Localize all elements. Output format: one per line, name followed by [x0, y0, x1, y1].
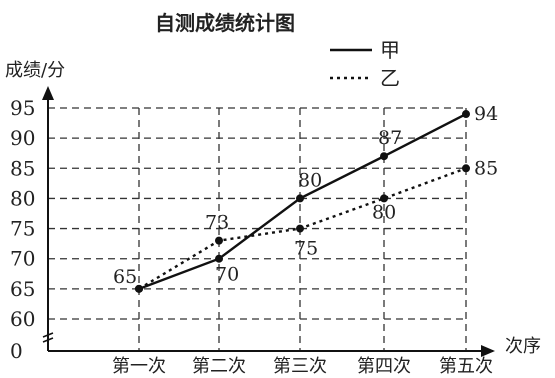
x-tick-labels: 第一次 第二次 第三次 第四次 第五次	[112, 356, 493, 377]
x-axis-arrow	[481, 345, 495, 357]
data-point	[296, 194, 304, 203]
axis-break	[42, 332, 54, 343]
y-tick-label: 0	[10, 339, 23, 363]
y-tick-labels: 0 60 65 70 75 80 85 90 95	[10, 96, 35, 363]
x-tick-label: 第四次	[357, 356, 411, 377]
legend-label: 乙	[380, 66, 400, 90]
x-tick-label: 第二次	[192, 356, 246, 377]
data-point	[380, 152, 388, 161]
y-tick-label: 65	[10, 277, 35, 301]
y-tick-label: 75	[10, 217, 35, 241]
data-point	[215, 254, 223, 263]
series-layer: 65 70 80 87 94 73 75 80 85	[113, 103, 498, 293]
data-label: 70	[215, 264, 239, 286]
data-point	[135, 284, 143, 293]
data-label: 75	[294, 238, 318, 260]
y-tick-label: 90	[10, 126, 35, 150]
data-label: 80	[298, 169, 322, 191]
chart-title: 自测成绩统计图	[155, 11, 295, 35]
data-label: 73	[205, 212, 229, 234]
x-tick-label: 第一次	[112, 356, 166, 377]
data-label: 80	[372, 201, 396, 223]
x-axis-label: 次序	[505, 336, 541, 357]
y-axis-label: 成绩/分	[5, 60, 65, 81]
y-tick-label: 85	[10, 156, 35, 180]
x-tick-label: 第五次	[439, 356, 493, 377]
y-tick-label: 70	[10, 247, 35, 271]
legend: 甲乙	[330, 38, 400, 90]
data-label: 85	[474, 157, 498, 179]
data-label: 94	[474, 103, 498, 125]
axes	[42, 86, 495, 357]
y-tick-label: 95	[10, 96, 35, 120]
y-tick-label: 80	[10, 186, 35, 210]
data-point	[462, 164, 470, 173]
data-point	[462, 110, 470, 119]
y-axis-arrow	[42, 86, 54, 100]
data-label: 87	[378, 127, 402, 149]
x-tick-label: 第三次	[273, 356, 327, 377]
grid	[48, 107, 467, 351]
data-label: 65	[113, 266, 137, 288]
data-point	[296, 224, 304, 233]
data-point	[380, 194, 388, 203]
data-point	[215, 236, 223, 245]
y-tick-label: 60	[10, 307, 35, 331]
legend-label: 甲	[380, 38, 400, 62]
